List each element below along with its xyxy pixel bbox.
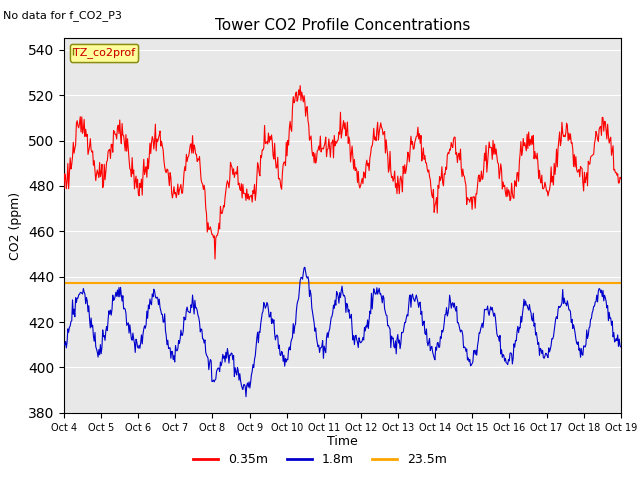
Text: No data for f_CO2_P3: No data for f_CO2_P3 <box>3 10 122 21</box>
Title: Tower CO2 Profile Concentrations: Tower CO2 Profile Concentrations <box>214 18 470 33</box>
Legend: 0.35m, 1.8m, 23.5m: 0.35m, 1.8m, 23.5m <box>188 448 452 471</box>
Y-axis label: CO2 (ppm): CO2 (ppm) <box>10 192 22 260</box>
X-axis label: Time: Time <box>327 435 358 448</box>
Legend: TZ_co2prof: TZ_co2prof <box>70 44 138 61</box>
